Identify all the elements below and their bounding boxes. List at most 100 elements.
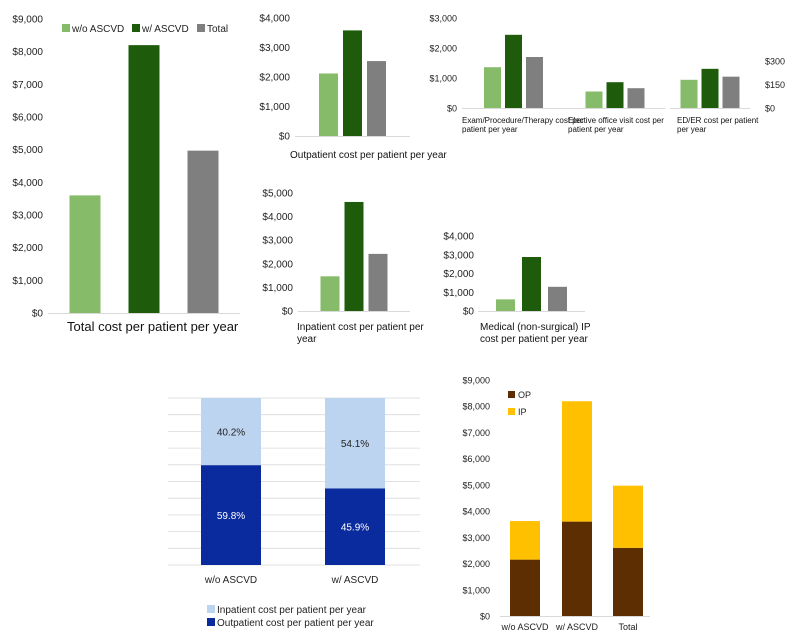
x-tick-label: w/o ASCVD — [500, 622, 549, 632]
bar-w-o-ascvd — [69, 195, 101, 313]
y-tick-label: $3,000 — [429, 14, 457, 24]
chart-title: ED/ER cost per patient per year — [677, 116, 759, 134]
bar-w-o-ascvd — [680, 79, 698, 108]
legend-label: Outpatient cost per patient per year — [217, 618, 374, 629]
stack-segment — [510, 559, 540, 616]
y-tick-label: $2,000 — [259, 73, 290, 84]
bar-total — [367, 61, 386, 136]
legend-swatch — [508, 408, 515, 415]
y-tick-label: $1,000 — [12, 276, 43, 287]
y-tick-label: $0 — [279, 132, 291, 143]
legend-swatch — [62, 24, 70, 32]
legend-swatch — [207, 618, 215, 626]
chart-title: Exam/Procedure/Therapy cost per patient p… — [462, 116, 584, 134]
bar-total — [627, 88, 645, 108]
chart-title: Outpatient cost per patient per year — [290, 150, 447, 161]
legend-swatch — [508, 391, 515, 398]
chart-title: Inpatient cost per patient per year — [297, 322, 424, 345]
legend-label: Total — [207, 24, 228, 35]
chart-title: Elective office visit cost per patient pe… — [568, 116, 664, 134]
bar-w-ascvd — [343, 30, 362, 136]
y-tick-label: $4,000 — [12, 178, 43, 189]
stack-segment — [613, 547, 643, 616]
x-tick-label: Total — [618, 622, 637, 632]
y-tick-label: $8,000 — [12, 47, 43, 58]
legend-label: w/o ASCVD — [71, 24, 124, 35]
y-tick-label: $2,000 — [12, 243, 43, 254]
chart-exam: $0 $1,000 $2,000 $3,000 Exam/Procedure/Thera… — [429, 14, 584, 135]
bar-w-ascvd — [522, 257, 541, 311]
y-tick-label: $5,000 — [462, 480, 490, 490]
bar-w-o-ascvd — [585, 91, 603, 108]
y-tick-label: $0 — [765, 104, 775, 114]
chart-stacked-dollars: $0 $1,000 $2,000 $3,000 $4,000 $5,000 $6,000 $7… — [462, 376, 650, 632]
legend-label: Inpatient cost per patient per year — [217, 605, 367, 616]
y-tick-label: $9,000 — [462, 376, 490, 386]
chart-total: $0 $1,000 $2,000 $3,000 $4,000 $5,000 $6,000 $7… — [12, 15, 240, 334]
y-tick-label: $5,000 — [12, 145, 43, 156]
y-tick-label: $0 — [32, 309, 44, 320]
stack-segment — [562, 401, 592, 522]
y-tick-label: $1,000 — [262, 283, 293, 294]
y-tick-label: $2,000 — [462, 559, 490, 569]
y-tick-label: $8,000 — [462, 402, 490, 412]
data-label: 40.2% — [217, 428, 245, 439]
bar-w-o-ascvd — [319, 73, 338, 136]
y-tick-label: $7,000 — [462, 428, 490, 438]
bar-w-ascvd — [701, 68, 719, 108]
y-tick-label: $3,000 — [462, 533, 490, 543]
chart-title: Medical (non-surgical) IP cost per patien… — [480, 322, 591, 345]
bar-w-ascvd — [128, 45, 160, 314]
data-label: 59.8% — [217, 511, 245, 522]
y-tick-label: $0 — [282, 307, 294, 318]
bar-w-ascvd — [344, 201, 364, 311]
x-tick-label: w/o ASCVD — [204, 575, 257, 586]
y-tick-label: $1,000 — [462, 585, 490, 595]
chart-title: Total cost per patient per year — [67, 319, 239, 334]
y-tick-label: $1,000 — [443, 288, 474, 299]
y-tick-label: $5,000 — [262, 189, 293, 200]
share-segment — [201, 465, 261, 565]
y-tick-label: $0 — [447, 104, 457, 114]
data-label: 45.9% — [341, 523, 369, 534]
bar-total — [722, 76, 740, 108]
chart-outpatient: $0 $1,000 $2,000 $3,000 $4,000 Outpatient cos… — [259, 14, 447, 162]
chart-medical_ip: $0 $1,000 $2,000 $3,000 $4,000 Medical (non-s… — [443, 232, 591, 346]
bar-w-o-ascvd — [496, 299, 515, 311]
chart-inpatient: $0 $1,000 $2,000 $3,000 $4,000 $5,000 Inpatien… — [262, 189, 424, 346]
legend-label: w/ ASCVD — [141, 24, 189, 35]
stack-segment — [613, 485, 643, 548]
y-tick-label: $0 — [463, 307, 475, 318]
y-tick-label: $4,000 — [259, 14, 290, 25]
share-segment — [201, 398, 261, 466]
bar-w-o-ascvd — [484, 67, 501, 108]
y-tick-label: $7,000 — [12, 80, 43, 91]
legend-swatch — [197, 24, 205, 32]
y-tick-label: $150 — [765, 80, 785, 90]
chart-share: 59.8% 40.2% w/o ASCVD 45.9% 54.1% w/ ASCVD Inp… — [168, 397, 420, 629]
y-tick-label: $9,000 — [12, 15, 43, 26]
y-tick-label: $3,000 — [262, 236, 293, 247]
share-segment — [325, 488, 385, 565]
bar-total — [368, 253, 388, 311]
y-tick-label: $3,000 — [443, 250, 474, 261]
y-tick-label: $4,000 — [262, 212, 293, 223]
x-tick-label: w/ ASCVD — [555, 622, 599, 632]
legend: w/o ASCVD w/ ASCVD Total — [62, 24, 228, 35]
y-tick-label: $6,000 — [462, 454, 490, 464]
bar-w-ascvd — [606, 82, 624, 108]
x-tick-label: w/ ASCVD — [331, 575, 379, 586]
y-tick-label: $3,000 — [12, 211, 43, 222]
y-tick-label: $0 — [480, 612, 490, 622]
y-tick-label: $1,000 — [259, 102, 290, 113]
legend-label: OP — [518, 390, 531, 400]
y-tick-label: $4,000 — [462, 507, 490, 517]
bar-total — [526, 57, 543, 108]
legend-label: IP — [518, 407, 527, 417]
y-tick-label: $300 — [765, 57, 785, 67]
share-segment — [325, 398, 385, 489]
bar-total — [548, 286, 567, 311]
y-tick-label: $3,000 — [259, 43, 290, 54]
y-tick-label: $4,000 — [443, 232, 474, 243]
